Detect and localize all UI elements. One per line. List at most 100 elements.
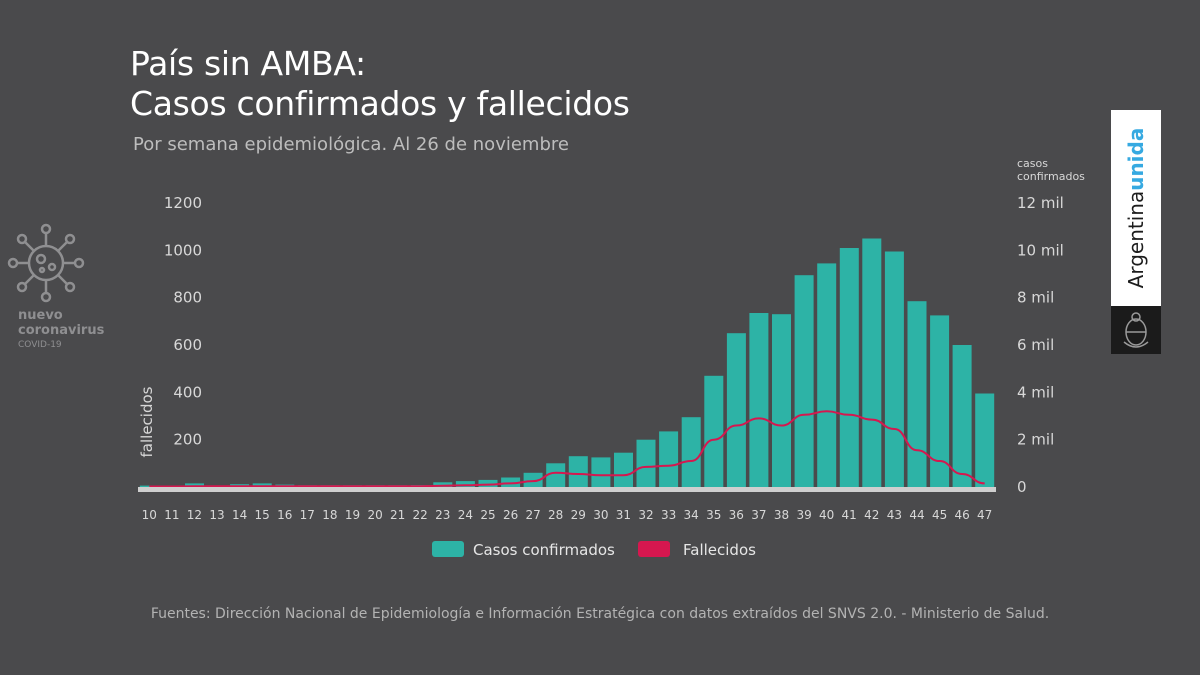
bar-casos-week-23 xyxy=(433,482,453,487)
chart-subtitle: Por semana epidemiológica. Al 26 de novi… xyxy=(133,134,569,155)
x-tick-label: 27 xyxy=(525,508,540,522)
bar-casos-week-43 xyxy=(884,251,904,487)
bar-casos-week-27 xyxy=(523,472,543,487)
bar-casos-week-44 xyxy=(907,301,927,487)
coronavirus-logo: nuevo coronavirus COVID-19 xyxy=(6,222,116,350)
x-tick-label: 37 xyxy=(751,508,766,522)
x-tick-label: 26 xyxy=(503,508,518,522)
bar-casos-week-38 xyxy=(772,314,791,487)
x-tick-label: 12 xyxy=(187,508,202,522)
fallecidos-line xyxy=(149,410,985,488)
legend-label-fallecidos: Fallecidos xyxy=(683,541,756,559)
x-tick-label: 34 xyxy=(684,508,699,522)
bar-casos-week-42 xyxy=(862,238,882,487)
bar-casos-week-29 xyxy=(568,456,588,487)
right-tick-label: 2 mil xyxy=(1017,431,1054,449)
bar-casos-week-33 xyxy=(659,431,679,487)
x-tick-label: 11 xyxy=(164,508,179,522)
bar-casos-week-32 xyxy=(636,439,656,487)
x-tick-label: 22 xyxy=(413,508,428,522)
right-axis-label-1: casos xyxy=(1017,157,1048,170)
x-axis-baseline xyxy=(138,487,996,492)
bar-casos-week-39 xyxy=(794,275,814,487)
legend: Casos confirmados Fallecidos xyxy=(432,541,756,559)
bar-casos-week-30 xyxy=(591,457,611,487)
bar-casos-week-26 xyxy=(501,477,521,487)
x-tick-label: 35 xyxy=(706,508,721,522)
bar-casos-week-37 xyxy=(749,313,769,487)
right-tick-label: 10 mil xyxy=(1017,241,1064,259)
x-tick-label: 33 xyxy=(661,508,676,522)
x-tick-label: 21 xyxy=(390,508,405,522)
title-line-2: Casos confirmados y fallecidos xyxy=(130,84,630,123)
chart-title: País sin AMBA: Casos confirmados y falle… xyxy=(130,44,630,124)
x-tick-label: 28 xyxy=(548,508,563,522)
x-tick-label: 19 xyxy=(345,508,360,522)
legend-label-casos: Casos confirmados xyxy=(473,541,615,559)
logo-line-1: nuevo xyxy=(18,308,63,323)
x-tick-label: 43 xyxy=(887,508,902,522)
bar-casos-week-31 xyxy=(614,452,633,487)
left-tick-label: 800 xyxy=(173,289,202,307)
bar-casos-week-36 xyxy=(726,333,746,487)
title-line-1: País sin AMBA: xyxy=(130,44,366,83)
x-tick-label: 32 xyxy=(638,508,653,522)
legend-swatch-fallecidos xyxy=(638,541,670,557)
x-tick-label: 14 xyxy=(232,508,247,522)
x-tick-label: 44 xyxy=(909,508,924,522)
coat-of-arms-icon xyxy=(1123,312,1149,348)
bar-casos-week-35 xyxy=(704,375,724,487)
x-tick-label: 45 xyxy=(932,508,947,522)
x-tick-label: 40 xyxy=(819,508,834,522)
x-tick-label: 16 xyxy=(277,508,292,522)
right-tick-label: 12 mil xyxy=(1017,194,1064,212)
bar-casos-week-28 xyxy=(546,463,566,487)
legend-swatch-casos xyxy=(432,541,464,557)
x-tick-label: 31 xyxy=(616,508,631,522)
x-tick-label: 18 xyxy=(322,508,337,522)
x-tick-label: 25 xyxy=(480,508,495,522)
bar-casos-week-24 xyxy=(455,481,475,487)
left-tick-label: 1200 xyxy=(164,194,202,212)
x-tick-label: 39 xyxy=(796,508,811,522)
x-tick-label: 47 xyxy=(977,508,992,522)
left-tick-label: 1000 xyxy=(164,241,202,259)
bar-casos-week-47 xyxy=(975,393,995,487)
coat-of-arms xyxy=(1111,306,1161,354)
logo-line-3: COVID-19 xyxy=(18,340,62,350)
left-tick-label: 400 xyxy=(173,383,202,401)
x-tick-label: 42 xyxy=(864,508,879,522)
x-tick-label: 13 xyxy=(209,508,224,522)
x-tick-label: 20 xyxy=(367,508,382,522)
bar-casos-week-12 xyxy=(185,483,204,487)
bar-casos-week-40 xyxy=(817,263,837,488)
logo-line-2: coronavirus xyxy=(18,323,105,338)
x-tick-label: 24 xyxy=(458,508,473,522)
x-tick-label: 15 xyxy=(255,508,270,522)
right-tick-label: 8 mil xyxy=(1017,289,1054,307)
right-tick-label: 0 xyxy=(1017,478,1027,496)
x-tick-label: 46 xyxy=(954,508,969,522)
x-tick-label: 41 xyxy=(842,508,857,522)
x-tick-label: 10 xyxy=(142,508,157,522)
left-axis-label: fallecidos xyxy=(138,386,156,457)
left-tick-label: 200 xyxy=(173,431,202,449)
bar-casos-week-45 xyxy=(930,315,950,487)
virus-icon xyxy=(7,223,85,303)
bar-casos-week-34 xyxy=(681,417,701,487)
x-tick-label: 29 xyxy=(571,508,586,522)
bar-casos-week-15 xyxy=(252,483,272,487)
x-tick-label: 36 xyxy=(729,508,744,522)
x-tick-label: 23 xyxy=(435,508,450,522)
x-tick-label: 17 xyxy=(300,508,315,522)
source-note: Fuentes: Dirección Nacional de Epidemiol… xyxy=(150,606,1050,622)
bar-casos-week-46 xyxy=(952,345,972,487)
bar-casos-week-25 xyxy=(478,479,498,487)
right-axis-label-2: confirmados xyxy=(1017,170,1085,183)
argentina-unida-brand: Argentinaunida xyxy=(1111,110,1161,354)
right-tick-label: 4 mil xyxy=(1017,383,1054,401)
bar-casos-week-41 xyxy=(839,248,859,487)
left-tick-label: 600 xyxy=(173,336,202,354)
x-tick-label: 38 xyxy=(774,508,789,522)
